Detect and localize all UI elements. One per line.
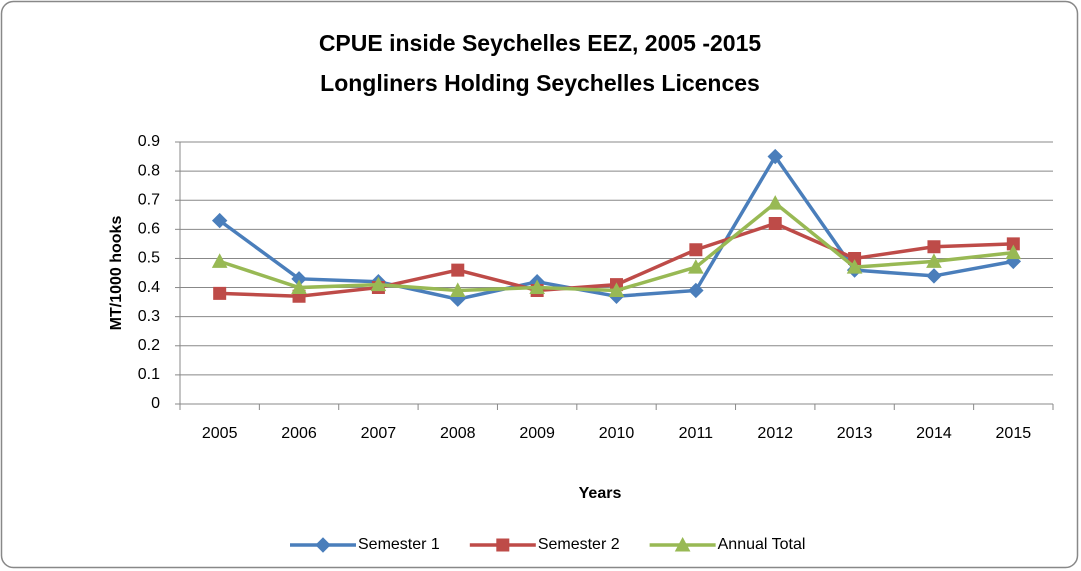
data-point: [1005, 244, 1022, 260]
data-point: [926, 253, 942, 268]
y-tick-label: 0.8: [138, 162, 160, 179]
y-tick-label: 0: [151, 395, 160, 412]
x-tick-label: 2005: [202, 425, 238, 442]
x-tick-label: 2010: [599, 425, 635, 442]
x-tick-label: 2006: [281, 425, 317, 442]
data-point: [370, 276, 387, 292]
chart-subtitle: Longliners Holding Seychelles Licences: [320, 70, 760, 96]
chart-title: CPUE inside Seychelles EEZ, 2005 -2015: [319, 30, 762, 56]
y-tick-label: 0.9: [138, 133, 160, 150]
x-tick-label: 2013: [837, 425, 873, 442]
data-point: [449, 282, 466, 297]
y-tick-label: 0.4: [138, 279, 160, 296]
data-point: [688, 282, 704, 299]
y-tick-label: 0.5: [138, 250, 160, 267]
y-tick-label: 0.1: [138, 366, 160, 383]
legend-label: Annual Total: [718, 536, 806, 553]
data-point: [688, 259, 704, 274]
data-point: [608, 282, 625, 297]
data-point: [211, 212, 228, 229]
x-tick-label: 2007: [361, 425, 397, 442]
legend-marker: [496, 538, 510, 552]
legend-marker: [674, 536, 691, 552]
legend-marker: [315, 537, 331, 553]
x-tick-label: 2011: [679, 425, 714, 442]
x-axis-title: Years: [579, 485, 622, 502]
data-point: [451, 263, 465, 277]
data-point: [1006, 237, 1020, 251]
data-point: [927, 240, 941, 254]
data-point: [529, 279, 545, 295]
legend-label: Semester 1: [358, 536, 440, 553]
y-tick-label: 0.7: [138, 191, 160, 208]
data-point: [211, 253, 228, 268]
x-tick-label: 2015: [996, 425, 1032, 442]
y-tick-label: 0.2: [138, 337, 160, 354]
y-tick-label: 0.3: [138, 308, 160, 325]
data-point: [926, 268, 942, 284]
y-tick-label: 0.6: [138, 221, 160, 238]
data-point: [767, 148, 783, 165]
data-point: [291, 279, 307, 295]
data-point: [689, 243, 703, 257]
x-tick-label: 2014: [916, 425, 952, 442]
legend-label: Semester 2: [538, 536, 620, 553]
x-tick-label: 2012: [757, 425, 793, 442]
data-point: [767, 195, 784, 210]
data-point: [768, 217, 782, 231]
x-tick-label: 2009: [519, 425, 555, 442]
data-point: [213, 286, 227, 300]
y-axis-title: MT/1000 hooks: [108, 216, 125, 331]
x-tick-label: 2008: [440, 425, 476, 442]
data-point: [846, 259, 863, 274]
